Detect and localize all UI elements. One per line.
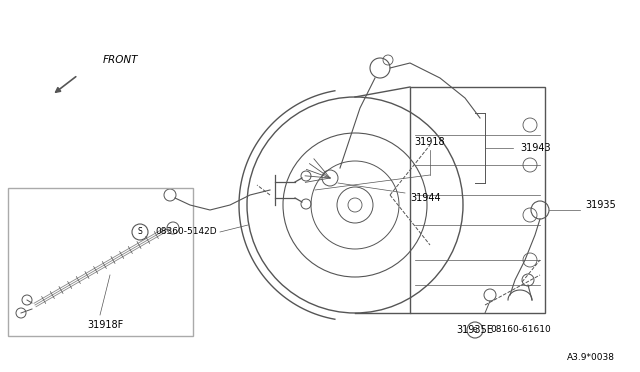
Text: B: B: [472, 327, 477, 333]
Text: 31918F: 31918F: [87, 320, 123, 330]
Text: 31944: 31944: [410, 193, 440, 203]
Text: 31935: 31935: [585, 200, 616, 210]
Text: A3.9*0038: A3.9*0038: [567, 353, 615, 362]
Text: 08360-5142D: 08360-5142D: [155, 228, 216, 237]
Text: 08160-61610: 08160-61610: [490, 326, 551, 334]
Text: 31943: 31943: [520, 143, 550, 153]
Text: 31918: 31918: [415, 137, 445, 147]
Text: 31935E: 31935E: [456, 325, 493, 335]
Text: FRONT: FRONT: [103, 55, 138, 65]
Bar: [8, 188, 193, 336]
Text: S: S: [138, 228, 142, 237]
